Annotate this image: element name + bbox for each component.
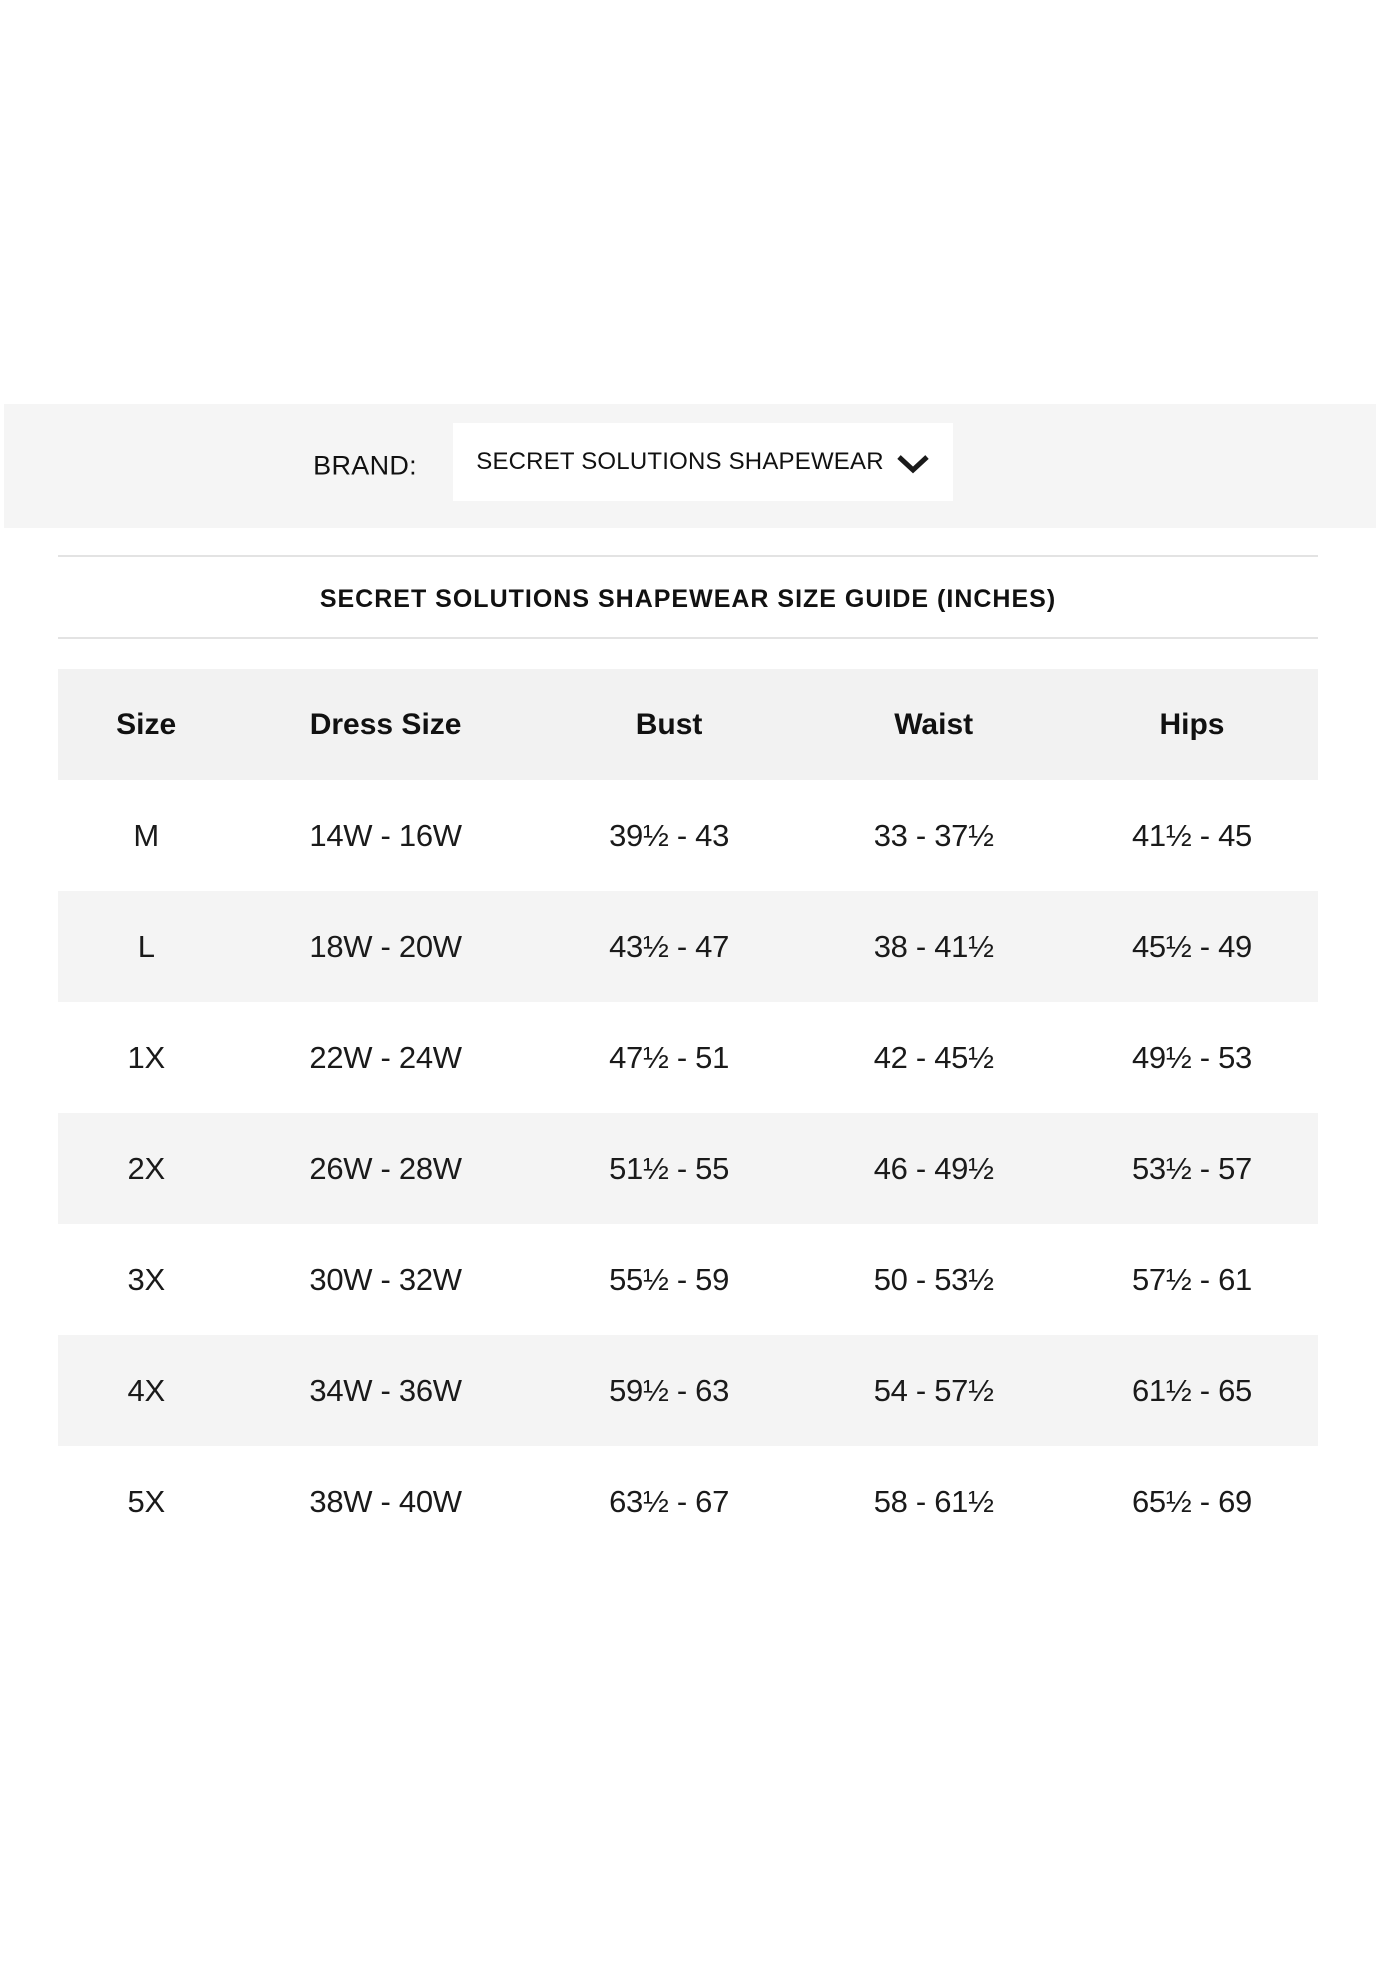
table-cell: M [133,817,159,853]
column-header: Size [116,707,177,741]
table-cell: 42 - 45½ [873,1039,994,1075]
table-row: L 18W - 20W 43½ - 47 38 - 41½ 45½ - 49 [58,891,1318,1002]
table-cell: 39½ - 43 [609,817,730,853]
table-cell: 65½ - 69 [1131,1483,1252,1519]
column-header: Dress Size [309,707,462,741]
table-cell: 55½ - 59 [609,1261,730,1297]
column-header: Hips [1159,707,1225,741]
table-cell: 54 - 57½ [873,1372,994,1408]
table-cell: 22W - 24W [309,1039,462,1075]
table-cell: 51½ - 55 [609,1150,730,1186]
brand-label: BRAND: [313,450,417,481]
table-cell: 53½ - 57 [1131,1150,1252,1186]
table-cell: 46 - 49½ [873,1150,994,1186]
divider [58,555,1318,557]
table-cell: 61½ - 65 [1131,1372,1252,1408]
table-cell: L [137,928,155,964]
table-cell: 2X [127,1150,166,1186]
table-row: 5X 38W - 40W 63½ - 67 58 - 61½ 65½ - 69 [58,1446,1318,1557]
table-cell: 30W - 32W [309,1261,462,1297]
table-row: 4X 34W - 36W 59½ - 63 54 - 57½ 61½ - 65 [58,1335,1318,1446]
table-cell: 63½ - 67 [609,1483,730,1519]
table-cell: 3X [127,1261,166,1297]
table-header-row: Size Dress Size Bust Waist Hips [58,669,1318,780]
column-header: Waist [894,707,974,741]
table-row: M 14W - 16W 39½ - 43 33 - 37½ 41½ - 45 [58,780,1318,891]
table-cell: 59½ - 63 [609,1372,730,1408]
size-guide-table: Size Dress Size Bust Waist Hips M 14W - 16W 39… [58,669,1318,1557]
table-cell: 50 - 53½ [873,1261,994,1297]
table-cell: 4X [127,1372,166,1408]
table-cell: 57½ - 61 [1131,1261,1252,1297]
table-row: 2X 26W - 28W 51½ - 55 46 - 49½ 53½ - 57 [58,1113,1318,1224]
size-guide-title: SECRET SOLUTIONS SHAPEWEAR SIZE GUIDE (I… [319,585,1057,613]
brand-bar: BRAND: SECRET SOLUTIONS SHAPEWEAR [4,404,1376,528]
table-cell: 38W - 40W [309,1483,462,1519]
brand-dropdown[interactable]: SECRET SOLUTIONS SHAPEWEAR [453,423,953,501]
table-cell: 33 - 37½ [873,817,994,853]
table-cell: 18W - 20W [309,928,462,964]
table-row: 3X 30W - 32W 55½ - 59 50 - 53½ 57½ - 61 [58,1224,1318,1335]
table-cell: 49½ - 53 [1131,1039,1252,1075]
table-cell: 43½ - 47 [609,928,730,964]
divider [58,637,1318,639]
table-cell: 38 - 41½ [873,928,994,964]
table-row: 1X 22W - 24W 47½ - 51 42 - 45½ 49½ - 53 [58,1002,1318,1113]
column-header: Bust [635,707,703,741]
table-cell: 5X [127,1483,166,1519]
table-cell: 58 - 61½ [873,1483,994,1519]
brand-dropdown-value: SECRET SOLUTIONS SHAPEWEAR [476,448,884,475]
chevron-down-icon [896,454,930,474]
table-cell: 26W - 28W [309,1150,462,1186]
table-cell: 14W - 16W [309,817,462,853]
table-cell: 1X [127,1039,166,1075]
table-cell: 41½ - 45 [1131,817,1252,853]
table-body: M 14W - 16W 39½ - 43 33 - 37½ 41½ - 45 L 18W -… [58,780,1318,1557]
table-cell: 45½ - 49 [1131,928,1252,964]
table-cell: 47½ - 51 [609,1039,730,1075]
table-cell: 34W - 36W [309,1372,462,1408]
